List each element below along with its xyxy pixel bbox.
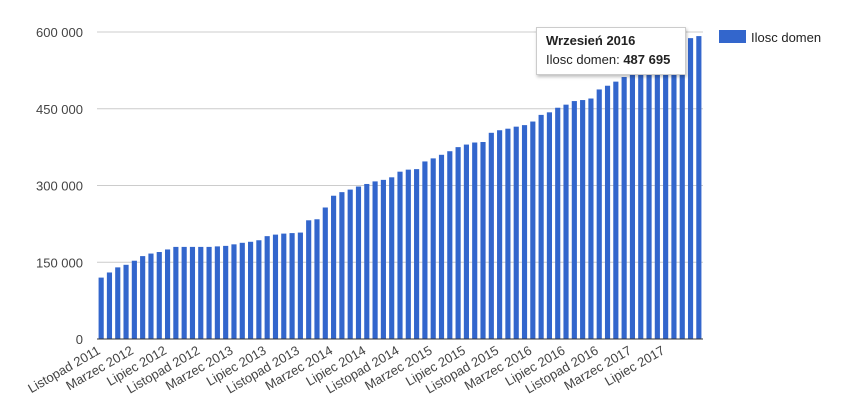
bar[interactable]: [272, 234, 279, 339]
bar[interactable]: [289, 233, 295, 339]
bar[interactable]: [206, 246, 212, 339]
bar[interactable]: [621, 77, 627, 339]
bar[interactable]: [455, 147, 461, 340]
legend-label: Ilosc domen: [751, 30, 821, 45]
bar[interactable]: [505, 128, 511, 339]
bar[interactable]: [198, 246, 204, 339]
bar[interactable]: [140, 256, 146, 339]
bar[interactable]: [571, 101, 577, 339]
bar[interactable]: [156, 252, 162, 339]
bar[interactable]: [596, 89, 602, 340]
y-tick-label: 600 000: [36, 25, 83, 40]
bar[interactable]: [521, 125, 528, 340]
bar[interactable]: [696, 36, 702, 340]
bar[interactable]: [364, 183, 370, 339]
bar[interactable]: [472, 142, 478, 339]
bar[interactable]: [98, 277, 104, 339]
bar[interactable]: [530, 121, 536, 339]
bar[interactable]: [497, 130, 503, 339]
bar[interactable]: [189, 246, 196, 339]
bar[interactable]: [347, 189, 353, 339]
bar[interactable]: [314, 219, 320, 339]
bar[interactable]: [239, 242, 245, 339]
bar[interactable]: [397, 171, 403, 339]
bar[interactable]: [173, 246, 179, 339]
bar[interactable]: [380, 179, 386, 339]
bar[interactable]: [248, 241, 254, 339]
bar[interactable]: [181, 246, 187, 339]
y-tick-label: 150 000: [36, 255, 83, 270]
bar[interactable]: [106, 272, 113, 339]
bar[interactable]: [414, 169, 420, 339]
bar[interactable]: [339, 192, 345, 339]
bar[interactable]: [663, 52, 669, 339]
bar[interactable]: [405, 169, 411, 339]
bar[interactable]: [447, 151, 453, 339]
bar[interactable]: [131, 260, 137, 339]
bar[interactable]: [613, 81, 619, 339]
bar[interactable]: [123, 264, 129, 339]
tooltip: Wrzesień 2016 Ilosc domen: 487 695: [536, 27, 686, 75]
bar[interactable]: [281, 233, 287, 339]
bar[interactable]: [538, 114, 544, 339]
tooltip-title: Wrzesień 2016: [546, 33, 636, 48]
bar[interactable]: [214, 246, 220, 339]
bar[interactable]: [555, 107, 561, 339]
legend-swatch: [719, 30, 746, 43]
bar[interactable]: [646, 62, 652, 339]
bar[interactable]: [297, 232, 303, 339]
bar[interactable]: [164, 249, 171, 339]
bar[interactable]: [148, 253, 154, 339]
bar[interactable]: [322, 207, 328, 340]
bar[interactable]: [422, 161, 428, 339]
bar[interactable]: [389, 177, 395, 339]
bar[interactable]: [513, 126, 519, 339]
tooltip-value: 487 695: [623, 52, 671, 67]
bar[interactable]: [480, 142, 486, 339]
tooltip-label: Ilosc domen:: [546, 52, 620, 67]
legend: Ilosc domen: [719, 30, 821, 45]
bar[interactable]: [256, 240, 262, 339]
bar[interactable]: [438, 154, 445, 339]
bars: [98, 36, 702, 340]
bar[interactable]: [223, 245, 229, 339]
bar[interactable]: [580, 100, 586, 339]
bar[interactable]: [231, 244, 237, 339]
bar[interactable]: [679, 42, 685, 339]
bar[interactable]: [588, 98, 594, 340]
bar[interactable]: [372, 181, 378, 339]
bar[interactable]: [430, 158, 436, 339]
bar[interactable]: [488, 132, 494, 339]
bar[interactable]: [604, 85, 611, 339]
bar[interactable]: [115, 267, 121, 339]
bar[interactable]: [264, 236, 270, 339]
bar[interactable]: [654, 57, 660, 339]
bar[interactable]: [687, 38, 694, 339]
y-tick-label: 300 000: [36, 179, 83, 194]
bar[interactable]: [463, 144, 469, 339]
y-axis-tick-labels: 0 150 000 300 000 450 000 600 000: [36, 25, 83, 347]
bar[interactable]: [563, 104, 569, 339]
bar[interactable]: [546, 112, 552, 339]
tooltip-row: Ilosc domen: 487 695: [546, 52, 685, 67]
bar[interactable]: [638, 67, 644, 339]
y-tick-label: 0: [76, 332, 83, 347]
bar[interactable]: [629, 72, 636, 340]
bar[interactable]: [671, 47, 677, 339]
y-tick-label: 450 000: [36, 102, 83, 117]
bar[interactable]: [331, 195, 337, 339]
bar[interactable]: [355, 186, 362, 339]
bar[interactable]: [306, 220, 312, 339]
